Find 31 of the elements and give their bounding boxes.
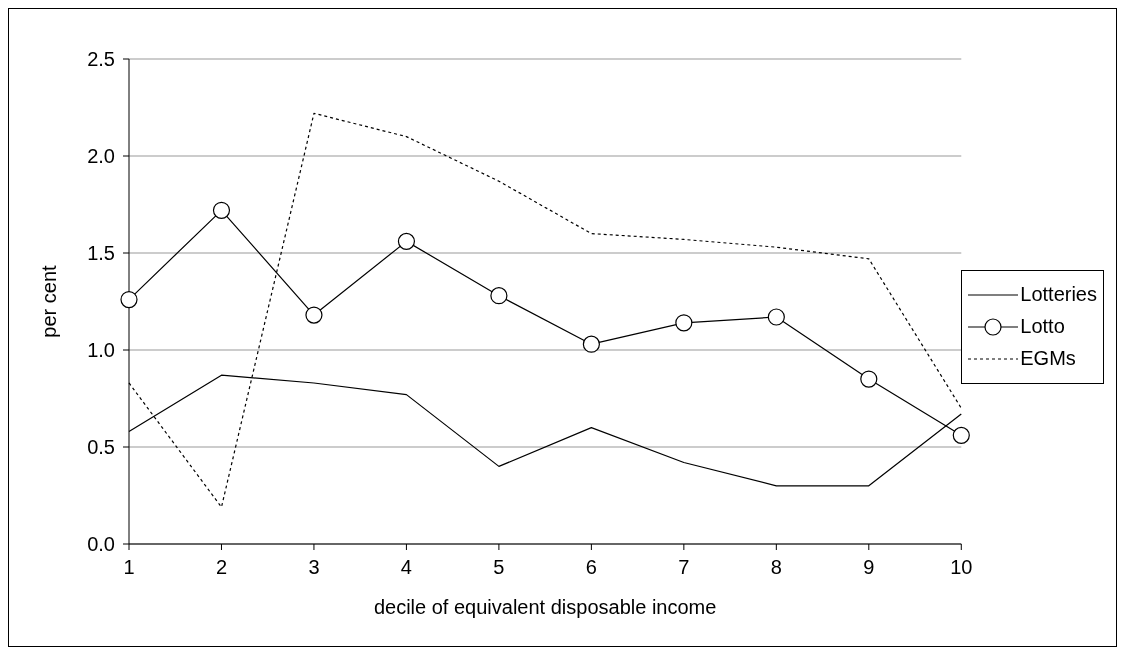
point: [675, 314, 693, 332]
point: [582, 335, 600, 353]
y-tick-label: 1.0: [87, 339, 115, 362]
y-axis-title: per cent: [38, 264, 61, 338]
x-tick-label: 5: [493, 556, 505, 579]
y-tick-label: 0.5: [87, 436, 115, 459]
x-tick-label: 1: [123, 556, 135, 579]
x-tick-label: 10: [950, 556, 973, 579]
point: [120, 290, 138, 309]
point: [490, 287, 508, 305]
y-tick-label: 0.0: [87, 533, 115, 556]
point: [305, 306, 323, 324]
x-tick-label: 4: [400, 556, 412, 579]
x-axis-title: decile of equivalent disposable income: [373, 596, 717, 618]
x-tick-label: 7: [678, 556, 690, 579]
x-tick-label: 3: [308, 556, 320, 579]
x-tick-label: 8: [770, 556, 782, 579]
y-tick-label: 2.0: [87, 145, 115, 168]
point: [860, 370, 878, 388]
x-tick-label: 2: [215, 556, 228, 579]
legend-label: EGMs: [1020, 347, 1076, 370]
point: [212, 201, 231, 219]
legend-label: Lotteries: [1020, 283, 1097, 306]
point: [397, 232, 416, 250]
x-tick-label: 9: [863, 556, 875, 579]
x-tick-label: 6: [585, 556, 597, 579]
point: [767, 308, 785, 326]
legend-label: Lotto: [1020, 315, 1065, 338]
y-tick-label: 2.5: [87, 48, 115, 71]
point: [952, 426, 970, 444]
y-tick-label: 1.5: [87, 242, 115, 265]
